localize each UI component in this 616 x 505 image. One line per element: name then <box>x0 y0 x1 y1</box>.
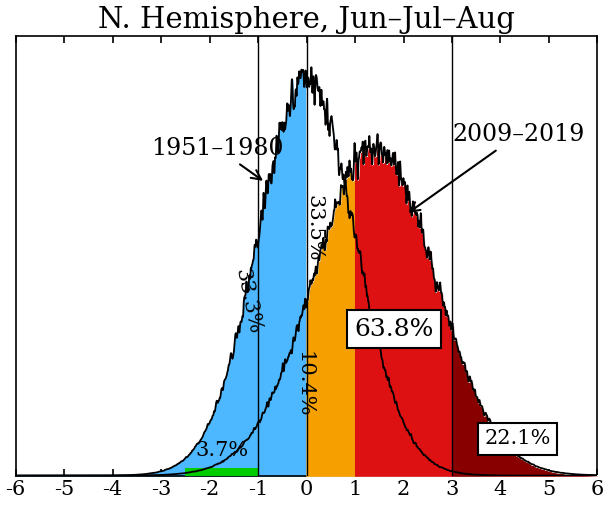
Text: 10.4%: 10.4% <box>294 351 314 417</box>
Text: 1951–1980: 1951–1980 <box>152 137 284 179</box>
Text: 63.8%: 63.8% <box>354 318 434 340</box>
Text: 33.5%: 33.5% <box>304 195 323 262</box>
Title: N. Hemisphere, Jun–Jul–Aug: N. Hemisphere, Jun–Jul–Aug <box>98 6 515 33</box>
Text: 22.1%: 22.1% <box>484 429 551 448</box>
Text: 3.7%: 3.7% <box>195 441 248 460</box>
Text: 2009–2019: 2009–2019 <box>410 123 585 212</box>
Text: 33.3%: 33.3% <box>231 267 264 336</box>
